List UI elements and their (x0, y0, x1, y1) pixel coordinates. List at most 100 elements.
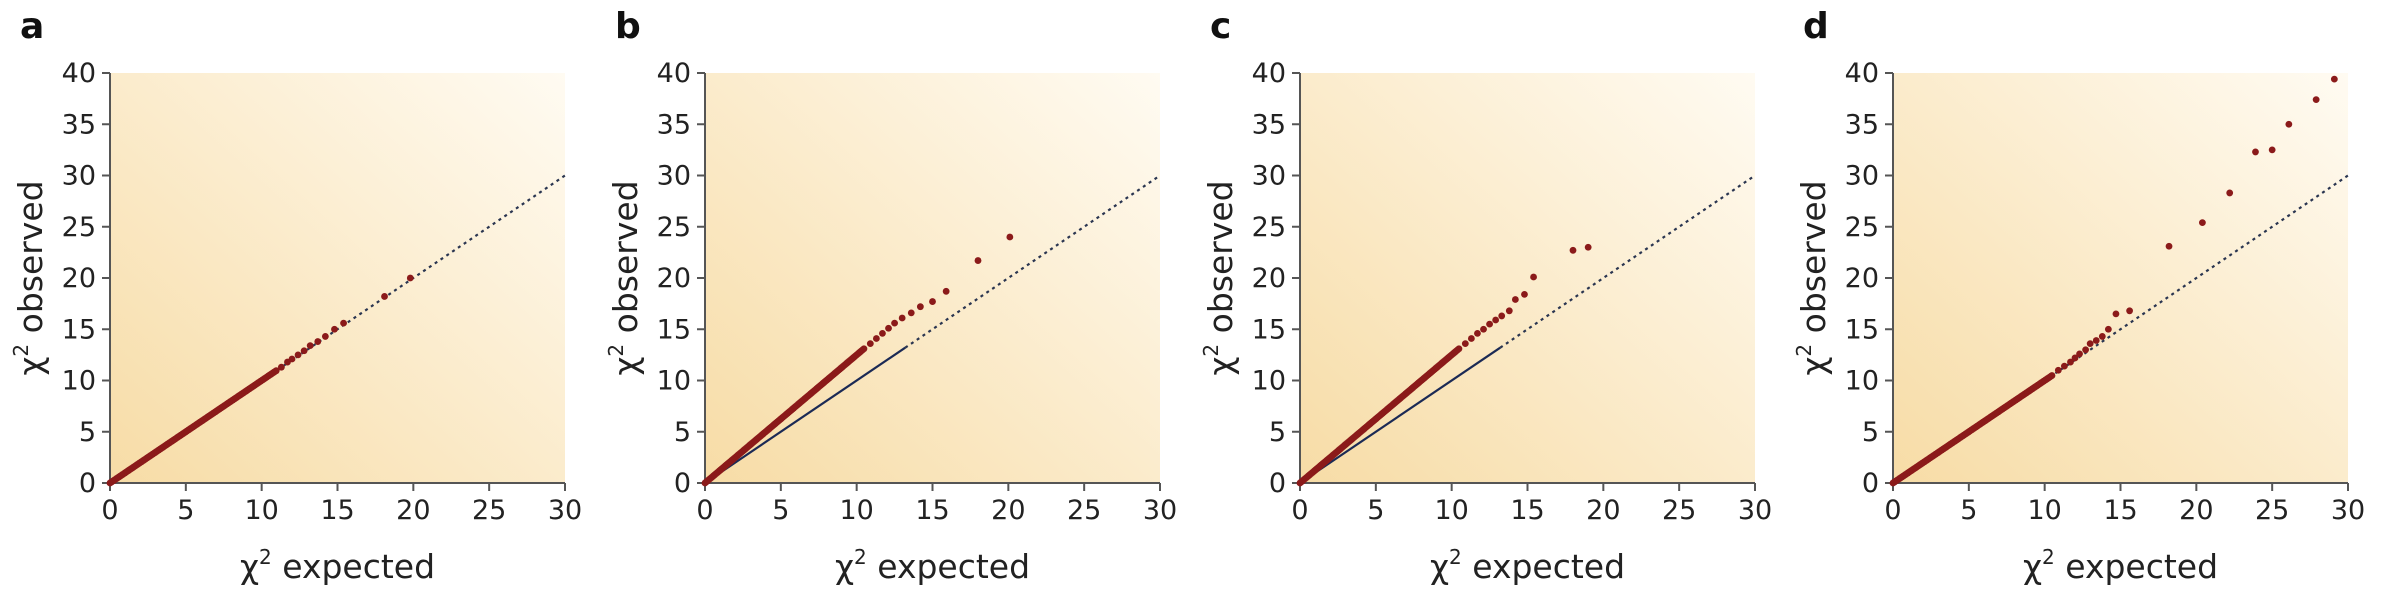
data-point (300, 347, 308, 355)
x-tick-label: 25 (1662, 495, 1696, 526)
y-tick-label: 30 (1252, 161, 1286, 192)
dense-points (1889, 372, 2056, 487)
data-point (872, 335, 880, 342)
x-tick-label: 20 (1586, 495, 1620, 526)
y-tick-label: 40 (657, 58, 691, 89)
x-tick-label: 0 (696, 495, 713, 526)
data-point (2268, 146, 2276, 154)
x-tick-label: 15 (1510, 495, 1544, 526)
panel-letter: c (1210, 6, 1231, 47)
y-tick-label: 5 (79, 417, 96, 448)
data-point (1511, 296, 1519, 303)
data-point (2067, 358, 2074, 366)
data-point (2330, 75, 2338, 83)
y-tick-label: 25 (62, 212, 96, 243)
data-point (2199, 219, 2206, 227)
x-axis-label-sup: 2 (2042, 545, 2055, 569)
data-point (866, 340, 874, 347)
expected-solid-line (1299, 346, 1501, 484)
data-point (314, 338, 322, 345)
data-point (331, 325, 338, 333)
x-tick-label: 10 (244, 495, 278, 526)
y-tick-label: 30 (657, 161, 691, 192)
data-point (1492, 316, 1500, 324)
y-tick-label: 35 (1845, 109, 1879, 140)
y-tick-label: 10 (657, 366, 691, 397)
data-point (277, 363, 285, 371)
data-point (942, 287, 950, 295)
x-tick-label: 30 (1738, 495, 1772, 526)
y-tick-label: 25 (1845, 212, 1879, 243)
dense-points (1296, 345, 1463, 487)
y-tick-label: 30 (62, 161, 96, 192)
dense-points (701, 345, 868, 487)
x-tick-label: 15 (915, 495, 949, 526)
data-point (891, 319, 898, 327)
data-point (2126, 307, 2134, 315)
dense-points (106, 367, 280, 487)
x-axis-label-sup: 2 (1449, 545, 1462, 569)
y-tick-label: 20 (1252, 263, 1286, 294)
x-tick-label: 25 (2255, 495, 2289, 526)
y-axis-label-text: observed (606, 180, 645, 343)
y-tick-label: 25 (657, 212, 691, 243)
y-axis-label: χ2 observed (9, 180, 50, 375)
y-axis-label: χ2 observed (604, 180, 645, 375)
x-axis-label-symbol: χ (240, 547, 259, 586)
y-axis-label-sup: 2 (1199, 344, 1223, 357)
data-point (860, 345, 868, 353)
y-tick-label: 35 (1252, 109, 1286, 140)
expected-solid-line (704, 346, 906, 484)
data-point (2104, 325, 2112, 333)
x-axis-label-sup: 2 (854, 545, 867, 569)
y-tick-label: 40 (62, 58, 96, 89)
y-axis-label-sup: 2 (9, 344, 33, 357)
data-point (879, 329, 886, 337)
data-point (1584, 243, 1592, 251)
y-axis-label: χ2 observed (1792, 180, 1833, 375)
data-point (306, 342, 314, 350)
y-axis-label: χ2 observed (1199, 180, 1240, 375)
y-axis-label-sup: 2 (1792, 344, 1816, 357)
data-point (2092, 337, 2100, 344)
y-axis-label-symbol: χ (606, 357, 645, 376)
data-point (2312, 96, 2320, 104)
x-tick-label: 30 (548, 495, 582, 526)
data-point (2054, 366, 2062, 374)
data-point (916, 303, 924, 311)
data-point (929, 298, 936, 305)
y-tick-label: 10 (1845, 366, 1879, 397)
y-axis-label-sup: 2 (604, 344, 628, 357)
data-point (1461, 340, 1469, 347)
x-axis-label-text: expected (1462, 547, 1625, 586)
x-tick-label: 20 (396, 495, 430, 526)
x-axis-label-text: expected (272, 547, 435, 586)
data-point (2082, 346, 2090, 354)
data-point (288, 355, 296, 363)
data-point (974, 257, 982, 264)
y-tick-label: 20 (1845, 263, 1879, 294)
panel-letter: d (1803, 6, 1829, 47)
data-point (294, 351, 302, 359)
x-tick-label: 30 (1143, 495, 1177, 526)
data-point (2071, 354, 2079, 362)
y-tick-label: 40 (1252, 58, 1286, 89)
null-expectation-line (1499, 174, 1756, 349)
y-tick-label: 5 (1862, 417, 1879, 448)
x-axis-label: χ2 expected (835, 545, 1030, 586)
x-tick-label: 5 (1960, 495, 1977, 526)
y-tick-label: 15 (1252, 314, 1286, 345)
data-point (2226, 189, 2234, 197)
plot-background (110, 73, 565, 483)
data-point (2098, 333, 2106, 340)
x-tick-label: 20 (2179, 495, 2213, 526)
y-tick-label: 25 (1252, 212, 1286, 243)
x-tick-label: 20 (991, 495, 1025, 526)
data-point (1474, 329, 1481, 337)
y-tick-label: 10 (62, 366, 96, 397)
y-tick-label: 10 (1252, 366, 1286, 397)
